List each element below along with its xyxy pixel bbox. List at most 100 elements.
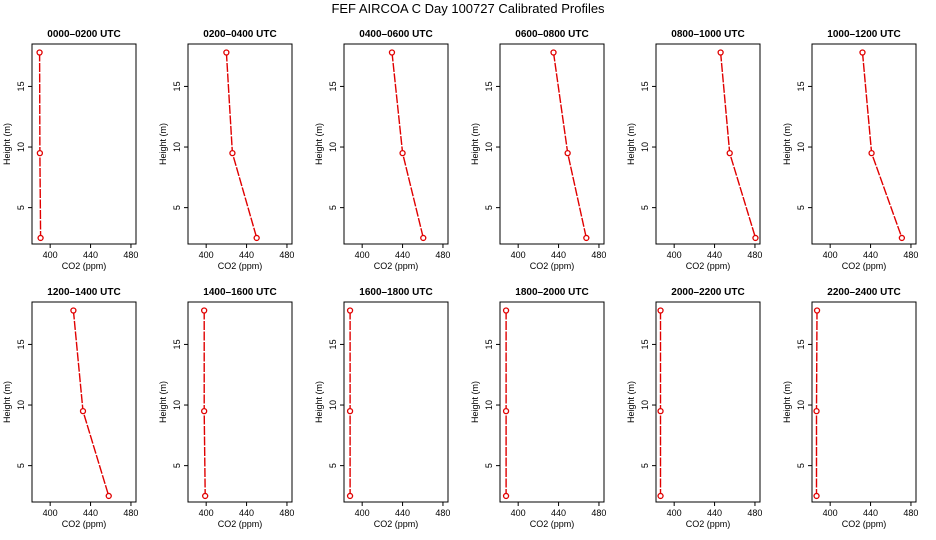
panel-3: 0600–0800 UTC 400 440 480 5 10 15 CO2 (ppm) Heig… bbox=[470, 29, 606, 271]
panel-title: 1000–1200 UTC bbox=[827, 29, 900, 40]
x-tick-label: 440 bbox=[239, 508, 254, 518]
data-point bbox=[502, 307, 510, 314]
panel-title: 1600–1800 UTC bbox=[359, 287, 432, 298]
profile-line bbox=[72, 310, 110, 497]
data-point bbox=[813, 407, 820, 415]
panel-9: 1800–2000 UTC 400 440 480 5 10 15 CO2 (ppm) Heig… bbox=[470, 287, 606, 529]
x-tick-label: 440 bbox=[395, 250, 410, 260]
data-point bbox=[253, 234, 260, 242]
panel-7: 1400–1600 UTC 400 440 480 5 10 15 CO2 (ppm) Heig… bbox=[158, 287, 294, 529]
x-tick-label: 480 bbox=[591, 250, 606, 260]
x-axis-label: CO2 (ppm) bbox=[62, 261, 107, 271]
x-tick-label: 480 bbox=[591, 508, 606, 518]
y-tick-label: 15 bbox=[796, 81, 806, 91]
profile-line bbox=[719, 52, 757, 239]
panel-title: 0600–0800 UTC bbox=[515, 29, 588, 40]
x-tick-label: 440 bbox=[707, 250, 722, 260]
data-point bbox=[346, 407, 354, 415]
y-tick-label: 10 bbox=[484, 142, 494, 152]
x-axis-label: CO2 (ppm) bbox=[218, 519, 263, 529]
data-point bbox=[202, 492, 209, 500]
figure-title: FEF AIRCOA C Day 100727 Calibrated Profi… bbox=[331, 1, 605, 16]
panel-4: 0800–1000 UTC 400 440 480 5 10 15 CO2 (ppm) Heig… bbox=[626, 29, 762, 271]
x-tick-label: 480 bbox=[279, 250, 294, 260]
x-axis-label: CO2 (ppm) bbox=[530, 261, 575, 271]
x-axis-label: CO2 (ppm) bbox=[374, 519, 419, 529]
y-tick-label: 15 bbox=[172, 81, 182, 91]
y-tick-label: 15 bbox=[328, 339, 338, 349]
y-axis-label: Height (m) bbox=[470, 381, 480, 423]
x-axis-label: CO2 (ppm) bbox=[686, 519, 731, 529]
x-tick-label: 480 bbox=[435, 508, 450, 518]
y-tick-label: 15 bbox=[16, 339, 26, 349]
data-point bbox=[868, 149, 875, 157]
x-tick-label: 440 bbox=[863, 250, 878, 260]
x-tick-label: 400 bbox=[355, 508, 370, 518]
x-axis-label: CO2 (ppm) bbox=[842, 261, 887, 271]
y-axis-label: Height (m) bbox=[2, 381, 12, 423]
y-tick-label: 5 bbox=[796, 463, 806, 468]
data-point bbox=[37, 234, 44, 242]
y-tick-label: 10 bbox=[640, 400, 650, 410]
x-tick-label: 400 bbox=[43, 508, 58, 518]
x-tick-label: 440 bbox=[239, 250, 254, 260]
data-point bbox=[550, 49, 557, 56]
panel-title: 2200–2400 UTC bbox=[827, 287, 900, 298]
panel-title: 1400–1600 UTC bbox=[203, 287, 276, 298]
x-tick-label: 400 bbox=[199, 508, 214, 518]
y-tick-label: 5 bbox=[172, 205, 182, 210]
profile-line bbox=[203, 310, 206, 496]
x-tick-label: 440 bbox=[83, 508, 98, 518]
data-point bbox=[502, 492, 510, 500]
data-point bbox=[346, 307, 354, 314]
y-tick-label: 5 bbox=[328, 205, 338, 210]
panel-10: 2000–2200 UTC 400 440 480 5 10 15 CO2 (ppm) Heig… bbox=[626, 287, 762, 529]
data-point bbox=[229, 149, 236, 157]
y-axis-label: Height (m) bbox=[782, 381, 792, 423]
y-axis-label: Height (m) bbox=[782, 123, 792, 165]
y-axis-label: Height (m) bbox=[314, 123, 324, 165]
y-tick-label: 15 bbox=[172, 339, 182, 349]
panel-11: 2200–2400 UTC 400 440 480 5 10 15 CO2 (ppm) Heig… bbox=[782, 287, 918, 529]
panel-8: 1600–1800 UTC 400 440 480 5 10 15 CO2 (ppm) Heig… bbox=[314, 287, 450, 529]
x-axis-label: CO2 (ppm) bbox=[218, 261, 263, 271]
plot-frame bbox=[499, 301, 605, 503]
x-axis-label: CO2 (ppm) bbox=[686, 261, 731, 271]
x-tick-label: 440 bbox=[863, 508, 878, 518]
x-tick-label: 440 bbox=[395, 508, 410, 518]
y-tick-label: 5 bbox=[328, 463, 338, 468]
y-tick-label: 10 bbox=[172, 400, 182, 410]
y-axis-label: Height (m) bbox=[158, 381, 168, 423]
plot-frame bbox=[343, 43, 449, 245]
plot-frame bbox=[187, 43, 293, 245]
profile-line bbox=[552, 52, 587, 239]
y-tick-label: 10 bbox=[796, 142, 806, 152]
data-point bbox=[657, 307, 664, 314]
y-tick-label: 15 bbox=[484, 339, 494, 349]
y-axis-label: Height (m) bbox=[626, 123, 636, 165]
x-tick-label: 400 bbox=[511, 250, 526, 260]
x-tick-label: 440 bbox=[707, 508, 722, 518]
y-tick-label: 10 bbox=[640, 142, 650, 152]
plot-frame bbox=[343, 301, 449, 503]
x-tick-label: 440 bbox=[551, 508, 566, 518]
data-point bbox=[346, 492, 354, 500]
data-point bbox=[79, 407, 87, 415]
data-point bbox=[726, 149, 733, 157]
panel-title: 0200–0400 UTC bbox=[203, 29, 276, 40]
x-tick-label: 440 bbox=[83, 250, 98, 260]
data-point bbox=[657, 492, 664, 500]
plot-frame bbox=[31, 301, 137, 503]
y-tick-label: 15 bbox=[484, 81, 494, 91]
data-point bbox=[657, 407, 664, 415]
panel-title: 0800–1000 UTC bbox=[671, 29, 744, 40]
y-tick-label: 5 bbox=[16, 463, 26, 468]
y-axis-label: Height (m) bbox=[314, 381, 324, 423]
panel-title: 0400–0600 UTC bbox=[359, 29, 432, 40]
x-tick-label: 480 bbox=[123, 508, 138, 518]
data-point bbox=[70, 307, 77, 314]
profile-line bbox=[225, 52, 258, 239]
x-tick-label: 480 bbox=[903, 508, 918, 518]
x-tick-label: 480 bbox=[747, 508, 762, 518]
y-axis-label: Height (m) bbox=[626, 381, 636, 423]
